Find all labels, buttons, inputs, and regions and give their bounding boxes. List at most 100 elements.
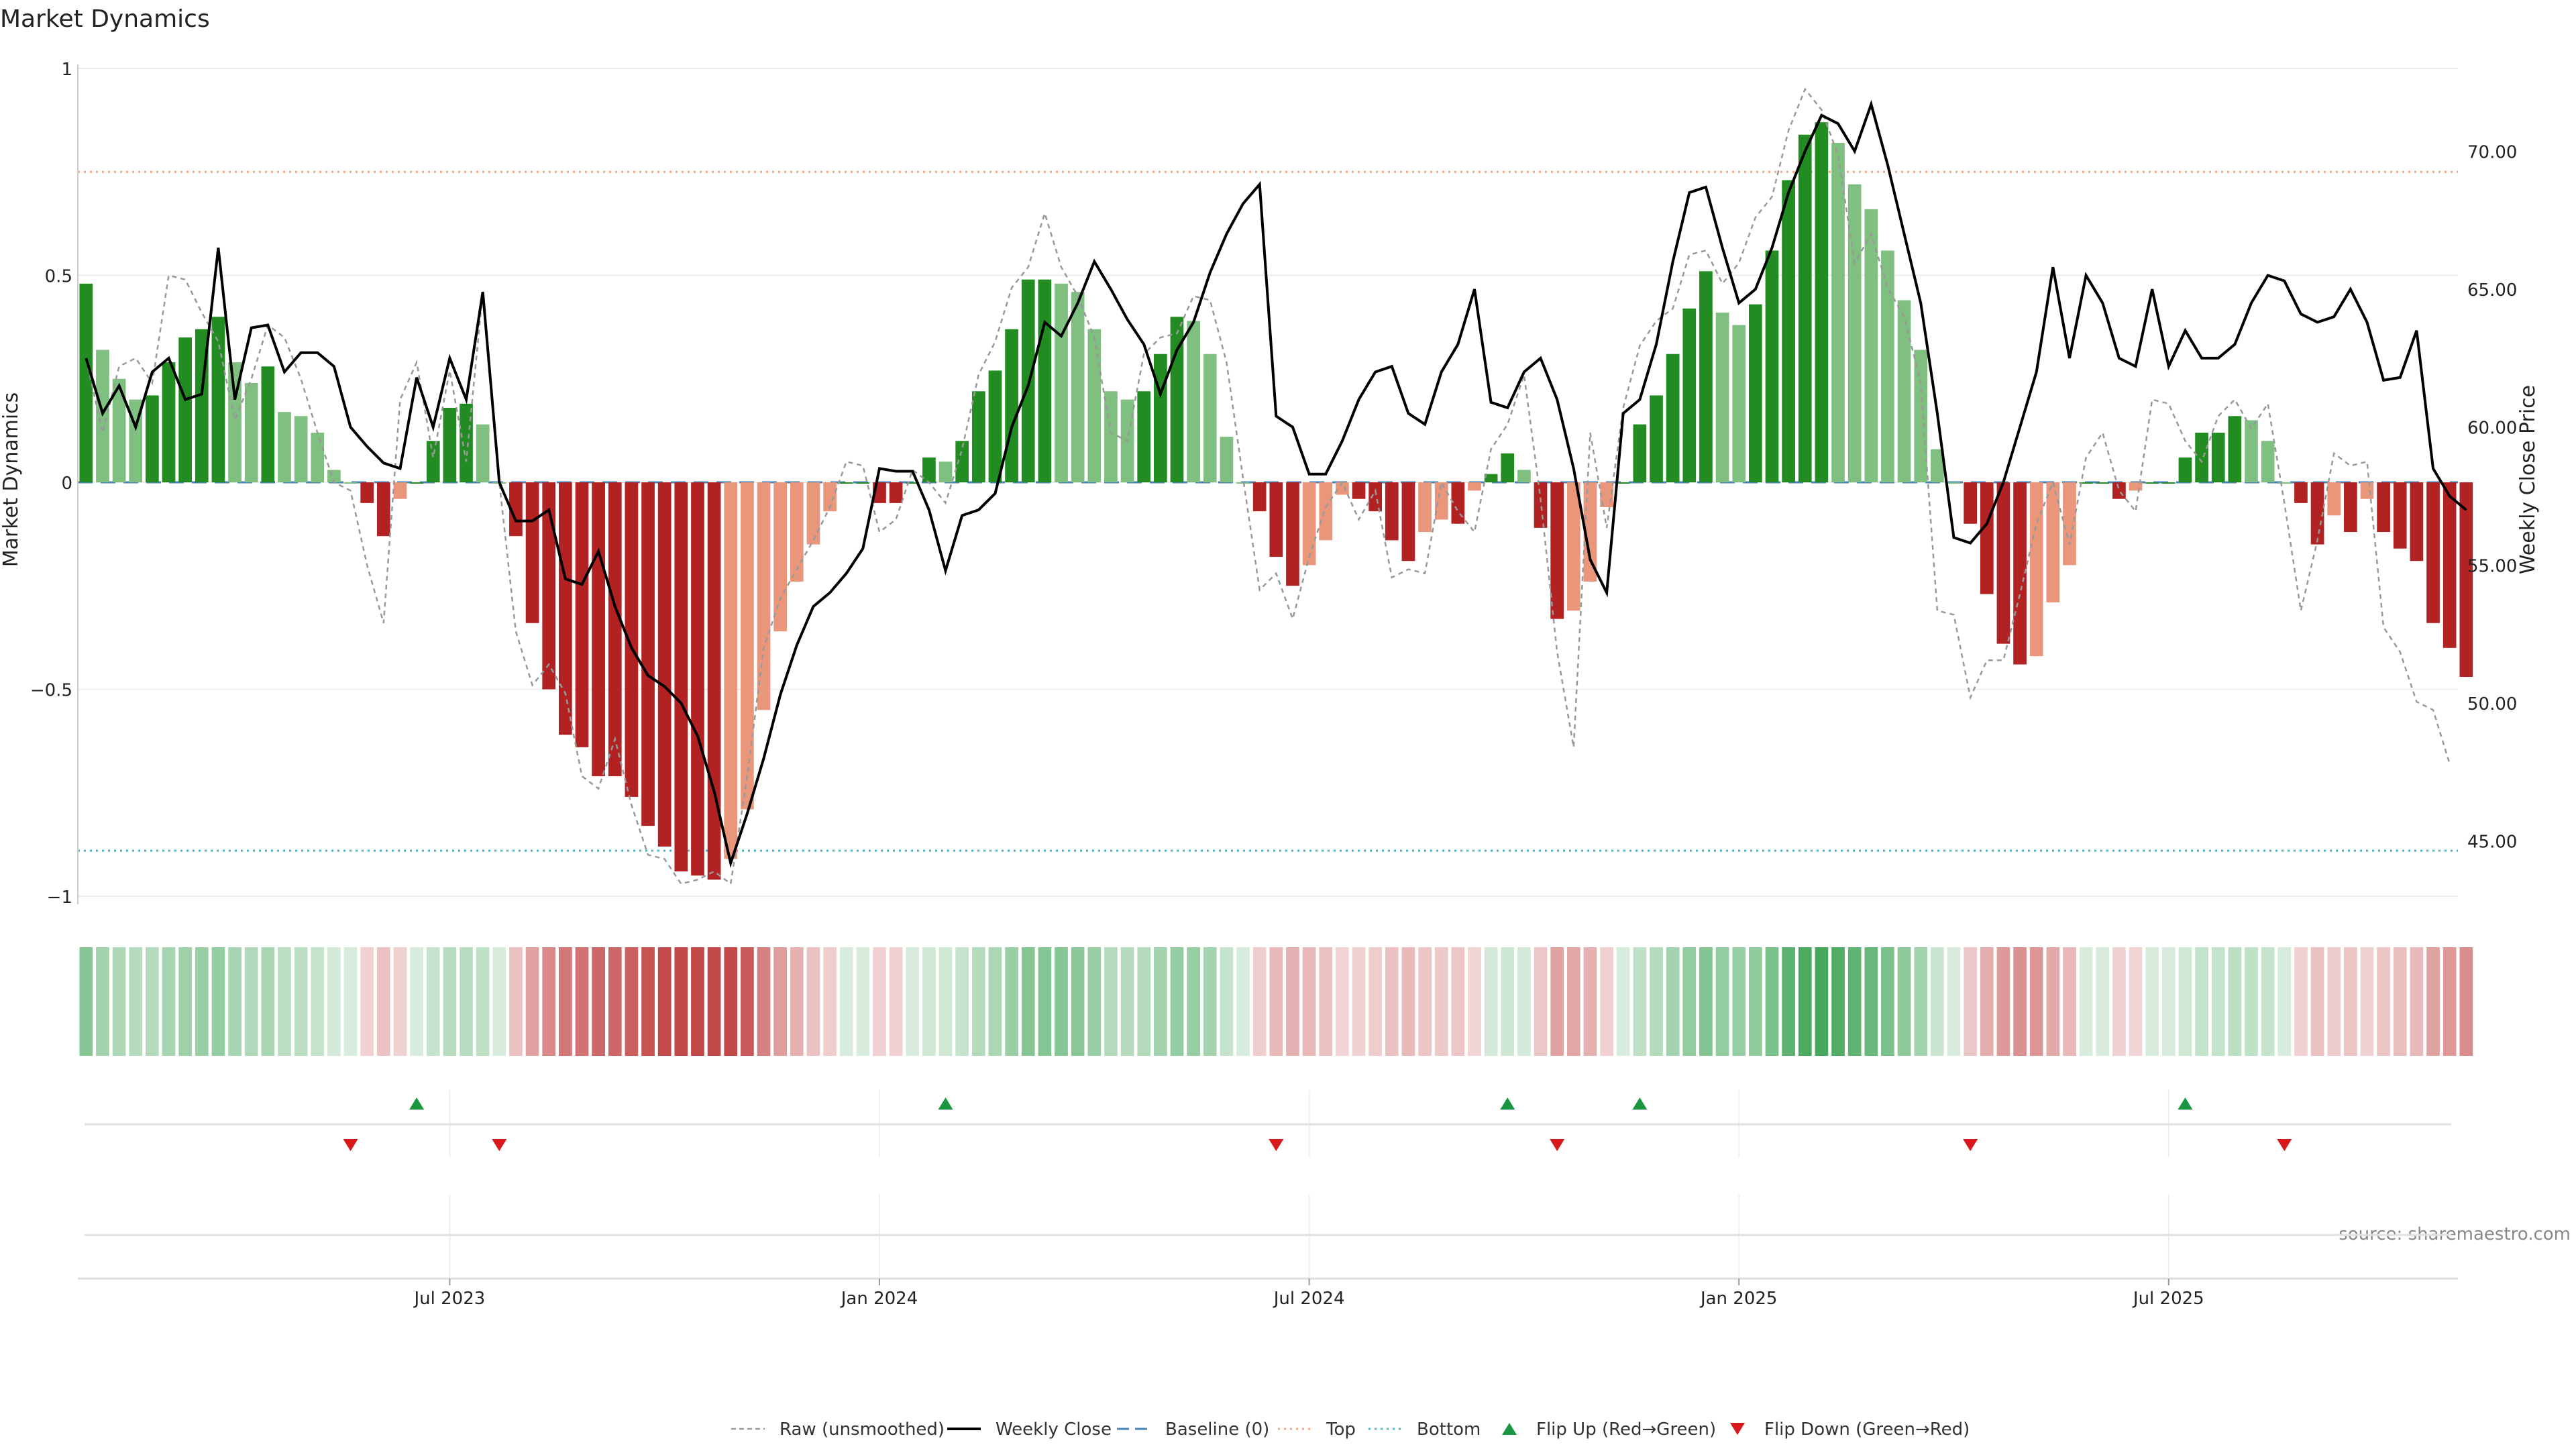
dynamics-bar (1980, 482, 1994, 594)
dynamics-bar (1484, 474, 1498, 482)
x-axis: Jul 2023 Jan 2024 Jul 2024 Jan 2025 Jul 2025 (78, 1277, 2458, 1309)
dynamics-bar (741, 482, 754, 810)
heatmap-cell (2029, 947, 2043, 1056)
dynamics-bar (2029, 482, 2043, 657)
heatmap-cell (1897, 947, 1911, 1056)
legend-label: Baseline (0) (1165, 1419, 1269, 1440)
dynamics-bar (244, 382, 258, 482)
dynamics-bar (1451, 482, 1465, 524)
heatmap-cell (1732, 947, 1746, 1056)
right-tick-label: 70.00 (2467, 142, 2517, 162)
x-tick-label: Jan 2025 (1699, 1289, 1778, 1309)
left-tick-label: −1 (47, 888, 72, 908)
heatmap-cell (1616, 947, 1630, 1056)
heatmap-cell (2310, 947, 2324, 1056)
dynamics-bar (1798, 134, 1812, 483)
heatmap-cell (2161, 947, 2176, 1056)
dynamics-bar (460, 403, 473, 482)
dynamics-bar (1748, 304, 1762, 482)
heatmap-cell (1220, 947, 1234, 1056)
heatmap-cell (2410, 947, 2424, 1056)
heatmap-cell (129, 947, 143, 1056)
dynamics-bar (1137, 391, 1151, 482)
heatmap-cell (1748, 947, 1762, 1056)
dynamics-bar (443, 407, 457, 482)
heatmap-cell (1434, 947, 1448, 1056)
dynamics-bars (79, 122, 2473, 880)
heatmap-cell (873, 947, 886, 1056)
dynamics-bar (1881, 250, 1894, 482)
dynamics-bar (1269, 482, 1283, 557)
dynamics-bar (839, 482, 853, 484)
dynamics-bar (724, 482, 738, 859)
dynamics-bar (1765, 250, 1779, 482)
dynamics-bar (1385, 482, 1399, 541)
flip-up-marker (409, 1097, 425, 1110)
heatmap-cell (707, 947, 721, 1056)
dynamics-bar (889, 482, 903, 503)
heatmap-cell (294, 947, 308, 1056)
heatmap-cell (2343, 947, 2357, 1056)
dynamics-bar (261, 366, 275, 482)
heatmap-cell (1583, 947, 1597, 1056)
legend-label: Flip Down (Green→Red) (1764, 1419, 1970, 1440)
heatmap-cell (2096, 947, 2110, 1056)
heatmap-cell (1980, 947, 1994, 1056)
dynamics-bar (575, 482, 589, 747)
right-tick-label: 60.00 (2467, 419, 2517, 439)
dynamics-bar (393, 482, 407, 499)
dynamics-bar (2228, 416, 2242, 482)
dynamics-bar (938, 462, 953, 482)
flip-down-marker (1963, 1139, 1978, 1151)
heatmap-cell (2245, 947, 2258, 1056)
heatmap-cell (1137, 947, 1151, 1056)
heatmap-cell (1550, 947, 1564, 1056)
dynamics-bar (509, 482, 523, 537)
heatmap-cell (1566, 947, 1580, 1056)
dynamics-bar (2112, 482, 2126, 499)
dynamics-bar (1302, 482, 1316, 566)
heatmap-cell (2129, 947, 2143, 1056)
heatmap-cell (360, 947, 374, 1056)
dynamics-bar (1336, 482, 1349, 495)
heatmap-cell (476, 947, 490, 1056)
dynamics-bar (1616, 482, 1630, 484)
dynamics-bar (1501, 453, 1515, 482)
dynamics-bar (2096, 482, 2110, 484)
heatmap-cell (2228, 947, 2242, 1056)
heatmap-cell (2360, 947, 2374, 1056)
flip-up-marker (938, 1097, 953, 1110)
dynamics-bar (162, 362, 176, 482)
heatmap-cell (955, 947, 969, 1056)
legend-label: Bottom (1417, 1419, 1481, 1440)
dynamics-bar (823, 482, 837, 512)
dynamics-bar (1352, 482, 1366, 499)
dynamics-bar (1203, 354, 1217, 482)
heatmap-cell (1484, 947, 1498, 1056)
heatmap-cell (410, 947, 423, 1056)
heatmap-cell (1501, 947, 1515, 1056)
dynamics-bar (2377, 482, 2390, 533)
dynamics-bar (971, 391, 985, 482)
reference-lines (78, 170, 2458, 852)
dynamics-bar (625, 482, 639, 797)
dynamics-bar (2310, 482, 2324, 545)
dynamics-bar (2211, 432, 2225, 482)
heatmap-cell (1666, 947, 1680, 1056)
dynamics-bar (1931, 449, 1944, 482)
heatmap-cell (823, 947, 837, 1056)
heatmap-cell (2195, 947, 2208, 1056)
dynamics-bar (2245, 420, 2258, 482)
dynamics-bar (311, 432, 325, 482)
heatmap-cell (2459, 947, 2473, 1056)
weekly-close-line (85, 99, 2467, 868)
heatmap-cell (988, 947, 1002, 1056)
dynamics-bar (1368, 482, 1383, 512)
heatmap-cell (2145, 947, 2159, 1056)
left-tick-label: −0.5 (30, 681, 72, 701)
heatmap-cell (1699, 947, 1713, 1056)
dynamics-bar (1517, 470, 1531, 482)
y-axis-label-left: Market Dynamics (0, 392, 23, 568)
dynamics-bar (1220, 437, 1234, 482)
dynamics-bar (1633, 424, 1647, 482)
